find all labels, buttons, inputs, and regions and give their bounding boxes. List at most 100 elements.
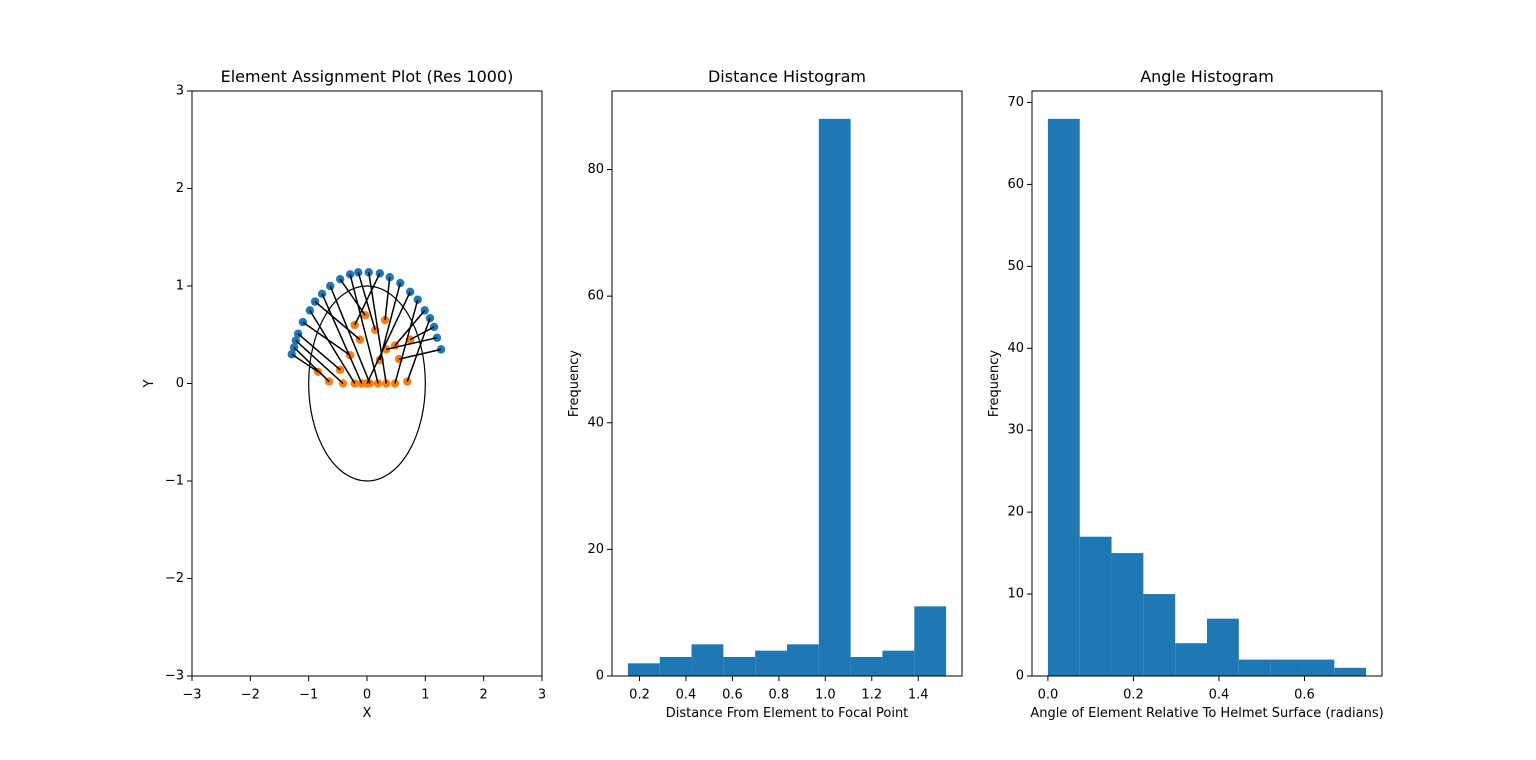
point [364,268,373,277]
bar [1207,618,1239,676]
point [385,273,394,282]
bar [1079,536,1112,676]
x-tick-label: 0.8 [769,688,790,703]
point [305,306,315,315]
y-tick-label: 40 [1007,341,1024,356]
bar [1047,118,1080,677]
connector [366,291,411,384]
x-tick-label: −1 [299,688,318,703]
connector [339,278,366,316]
y-tick-label: 70 [1007,95,1024,110]
y-tick-label: 50 [1007,259,1024,274]
y-tick-label: −3 [165,669,184,684]
connector [295,340,344,385]
connector [394,309,426,346]
connector [406,317,431,382]
point [354,268,363,277]
point [380,315,390,325]
connector [309,309,356,384]
connector [394,299,419,384]
bar [914,606,947,676]
y-axis-label: Frequency [987,350,1002,417]
y-tick-label: −2 [165,571,184,586]
y-tick-label: 80 [587,162,604,177]
bar [818,118,851,677]
axes-frame [611,90,963,677]
connector [398,348,442,360]
y-tick-label: 3 [176,84,184,99]
bar [1238,659,1271,676]
bar [1111,553,1144,676]
x-tick-label: 2 [480,688,488,703]
y-tick-label: 60 [587,289,604,304]
x-axis-label: X [363,706,372,721]
x-tick-label: 0.6 [1294,688,1315,703]
y-tick-label: 0 [596,669,604,684]
bar [850,657,883,676]
bar [882,650,915,676]
y-axis-label: Frequency [567,350,582,417]
y-tick-label: 60 [1007,177,1024,192]
connector [384,277,391,321]
y-tick-label: 0 [176,376,184,391]
y-tick-label: 20 [587,542,604,557]
bar [723,657,756,676]
connector [291,353,319,373]
bar [659,657,692,676]
connector [293,346,330,383]
connector [409,326,435,341]
connector [349,274,379,384]
connector [379,282,401,361]
connector [386,336,438,351]
bar [691,644,724,676]
x-tick-label: −2 [241,688,260,703]
bar [787,644,819,676]
x-tick-label: 1 [421,688,429,703]
connector [321,293,363,384]
bar [755,650,787,676]
x-tick-label: 0.4 [676,688,697,703]
connector [297,333,341,371]
bar [1175,643,1207,676]
bar [1334,667,1367,676]
bar [1302,659,1335,676]
point [345,270,355,279]
y-tick-label: 2 [176,181,184,196]
x-tick-label: 0.2 [629,688,650,703]
x-axis-label: Distance From Element to Focal Point [666,706,909,721]
y-tick-label: 10 [1007,587,1024,602]
y-axis-label: Y [142,379,157,388]
x-axis-label: Angle of Element Relative To Helmet Surf… [1030,706,1383,721]
x-tick-label: 0.4 [1209,688,1230,703]
x-tick-label: 1.2 [861,688,882,703]
y-tick-label: 1 [176,279,184,294]
point [413,295,422,304]
connector [329,285,371,384]
x-tick-label: 0.6 [722,688,743,703]
connector [314,301,361,341]
point [405,287,415,297]
x-tick-label: −3 [182,688,201,703]
chart-title: Distance Histogram [708,67,866,86]
x-tick-label: 0.2 [1123,688,1144,703]
y-tick-label: 20 [1007,505,1024,520]
x-tick-label: 3 [538,688,546,703]
chart-title: Element Assignment Plot (Res 1000) [221,67,514,86]
axes-frame [1031,90,1383,677]
point [317,289,327,298]
y-tick-label: 30 [1007,423,1024,438]
bar [1270,659,1303,676]
bar [627,663,660,676]
x-tick-label: 1.0 [815,688,836,703]
x-tick-label: 0 [363,688,371,703]
bar [1143,594,1176,676]
x-tick-label: 1.4 [908,688,929,703]
y-tick-label: 0 [1016,669,1024,684]
connector [354,272,381,326]
x-tick-label: 0.0 [1038,688,1059,703]
chart-title: Angle Histogram [1140,67,1274,86]
y-tick-label: 40 [587,415,604,430]
connector [368,272,387,384]
y-tick-label: −1 [165,474,184,489]
